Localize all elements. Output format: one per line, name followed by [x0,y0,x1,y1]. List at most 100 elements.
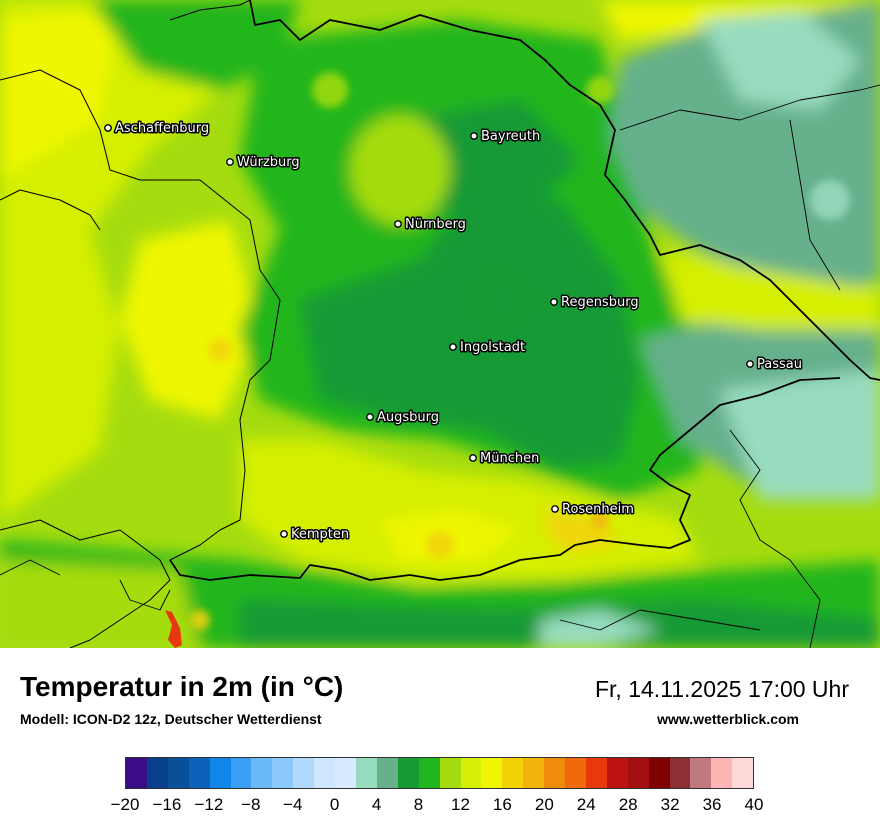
forecast-datetime: Fr, 14.11.2025 17:00 Uhr [594,676,849,702]
city-label: Ingolstadt [460,340,525,355]
colorbar-segment [690,758,712,788]
colorbar-segment [230,758,252,788]
city-dot [550,298,558,306]
colorbar-segment [376,758,398,788]
city-dot [746,360,754,368]
borders [0,0,880,648]
city-label-outline: Aschaffenburg [115,121,209,136]
colorbar-tick-label: 4 [371,795,382,814]
colorbar-segment [439,758,461,788]
colorbar-ticks: −20 −16 −12 −8 −4 0 4 8 12 16 20 24 28 32 36 40 [0,795,880,819]
city-label-outline: Würzburg [237,155,300,170]
city-label-outline: Regensburg [561,295,639,310]
colorbar-tick-label: 12 [450,795,470,814]
colorbar-segment [523,758,545,788]
city-label: Kempten [291,527,349,542]
city-dot [551,505,559,513]
website-link[interactable]: www.wetterblick.com [657,711,799,727]
colorbar-tick-label: 0 [329,795,340,814]
city-label-outline: Nürnberg [405,217,466,232]
city-dot [226,158,234,166]
colorbar-tick-label: −8 [241,795,261,814]
colorbar-tick-label: 8 [413,795,424,814]
colorbar-segment [126,758,147,788]
temperature-speckle [150,72,850,630]
colorbar-segment [606,758,628,788]
city-label: Würzburg [237,155,300,170]
state-border-west [0,69,281,561]
colorbar-segment [272,758,294,788]
colorbar-segment [418,758,440,788]
colorbar-segment [146,758,168,788]
colorbar-segment [732,758,754,788]
city-dot [449,343,457,351]
city-label-outline: Kempten [291,527,349,542]
city-dot [366,413,374,421]
colorbar-segment [335,758,356,788]
colorbar-segment [544,758,566,788]
colorbar-segment [711,758,733,788]
city-dot [469,454,477,462]
city-label-outline: Rosenheim [562,502,634,517]
city-label: Bayreuth [481,129,540,144]
map-title: Temperatur in 2m (in °C) [20,671,344,702]
city-dot [104,124,112,132]
colorbar-segment [648,758,670,788]
city-label-outline: Ingolstadt [460,340,525,355]
model-info: Modell: ICON-D2 12z, Deutscher Wetterdie… [20,711,322,727]
city-dot [394,220,402,228]
colorbar-segment [397,758,419,788]
city-label-outline: München [480,451,539,466]
colorbar-tick-label: −12 [194,795,224,814]
colorbar-segment [209,758,231,788]
colorbar-tick-label: 24 [576,795,596,814]
city-dot [280,530,288,538]
colorbar-segment [355,758,377,788]
city-dot [470,132,478,140]
colorbar-tick-label: 20 [534,795,554,814]
city-label: Passau [757,357,802,372]
colorbar-tick-label: −20 [110,795,140,814]
colorbar-segment [565,758,586,788]
colorbar-segment [585,758,607,788]
colorbar-tick-label: −16 [152,795,182,814]
colorbar-segment [669,758,691,788]
colorbar-segment [251,758,273,788]
colorbar-tick-label: 40 [744,795,764,814]
city-label: München [480,451,539,466]
colorbar-segment [188,758,210,788]
city-label-outline: Passau [757,357,802,372]
temperature-field [0,0,880,648]
colorbar-segment [167,758,189,788]
alpine-warm-spot [165,610,182,648]
state-border [169,0,880,581]
city-label: Rosenheim [562,502,634,517]
city-label-outline: Augsburg [377,410,439,425]
colorbar-tick-label: 28 [618,795,638,814]
colorbar [125,757,754,789]
city-label-outline: Bayreuth [481,129,540,144]
colorbar-segment [460,758,482,788]
colorbar-segment [627,758,649,788]
colorbar-segment [314,758,336,788]
city-label: Regensburg [561,295,639,310]
colorbar-segment [481,758,503,788]
colorbar-segment [502,758,524,788]
colorbar-tick-label: −4 [283,795,303,814]
city-label: Nürnberg [405,217,466,232]
city-label: Aschaffenburg [115,121,209,136]
city-label: Augsburg [377,410,439,425]
